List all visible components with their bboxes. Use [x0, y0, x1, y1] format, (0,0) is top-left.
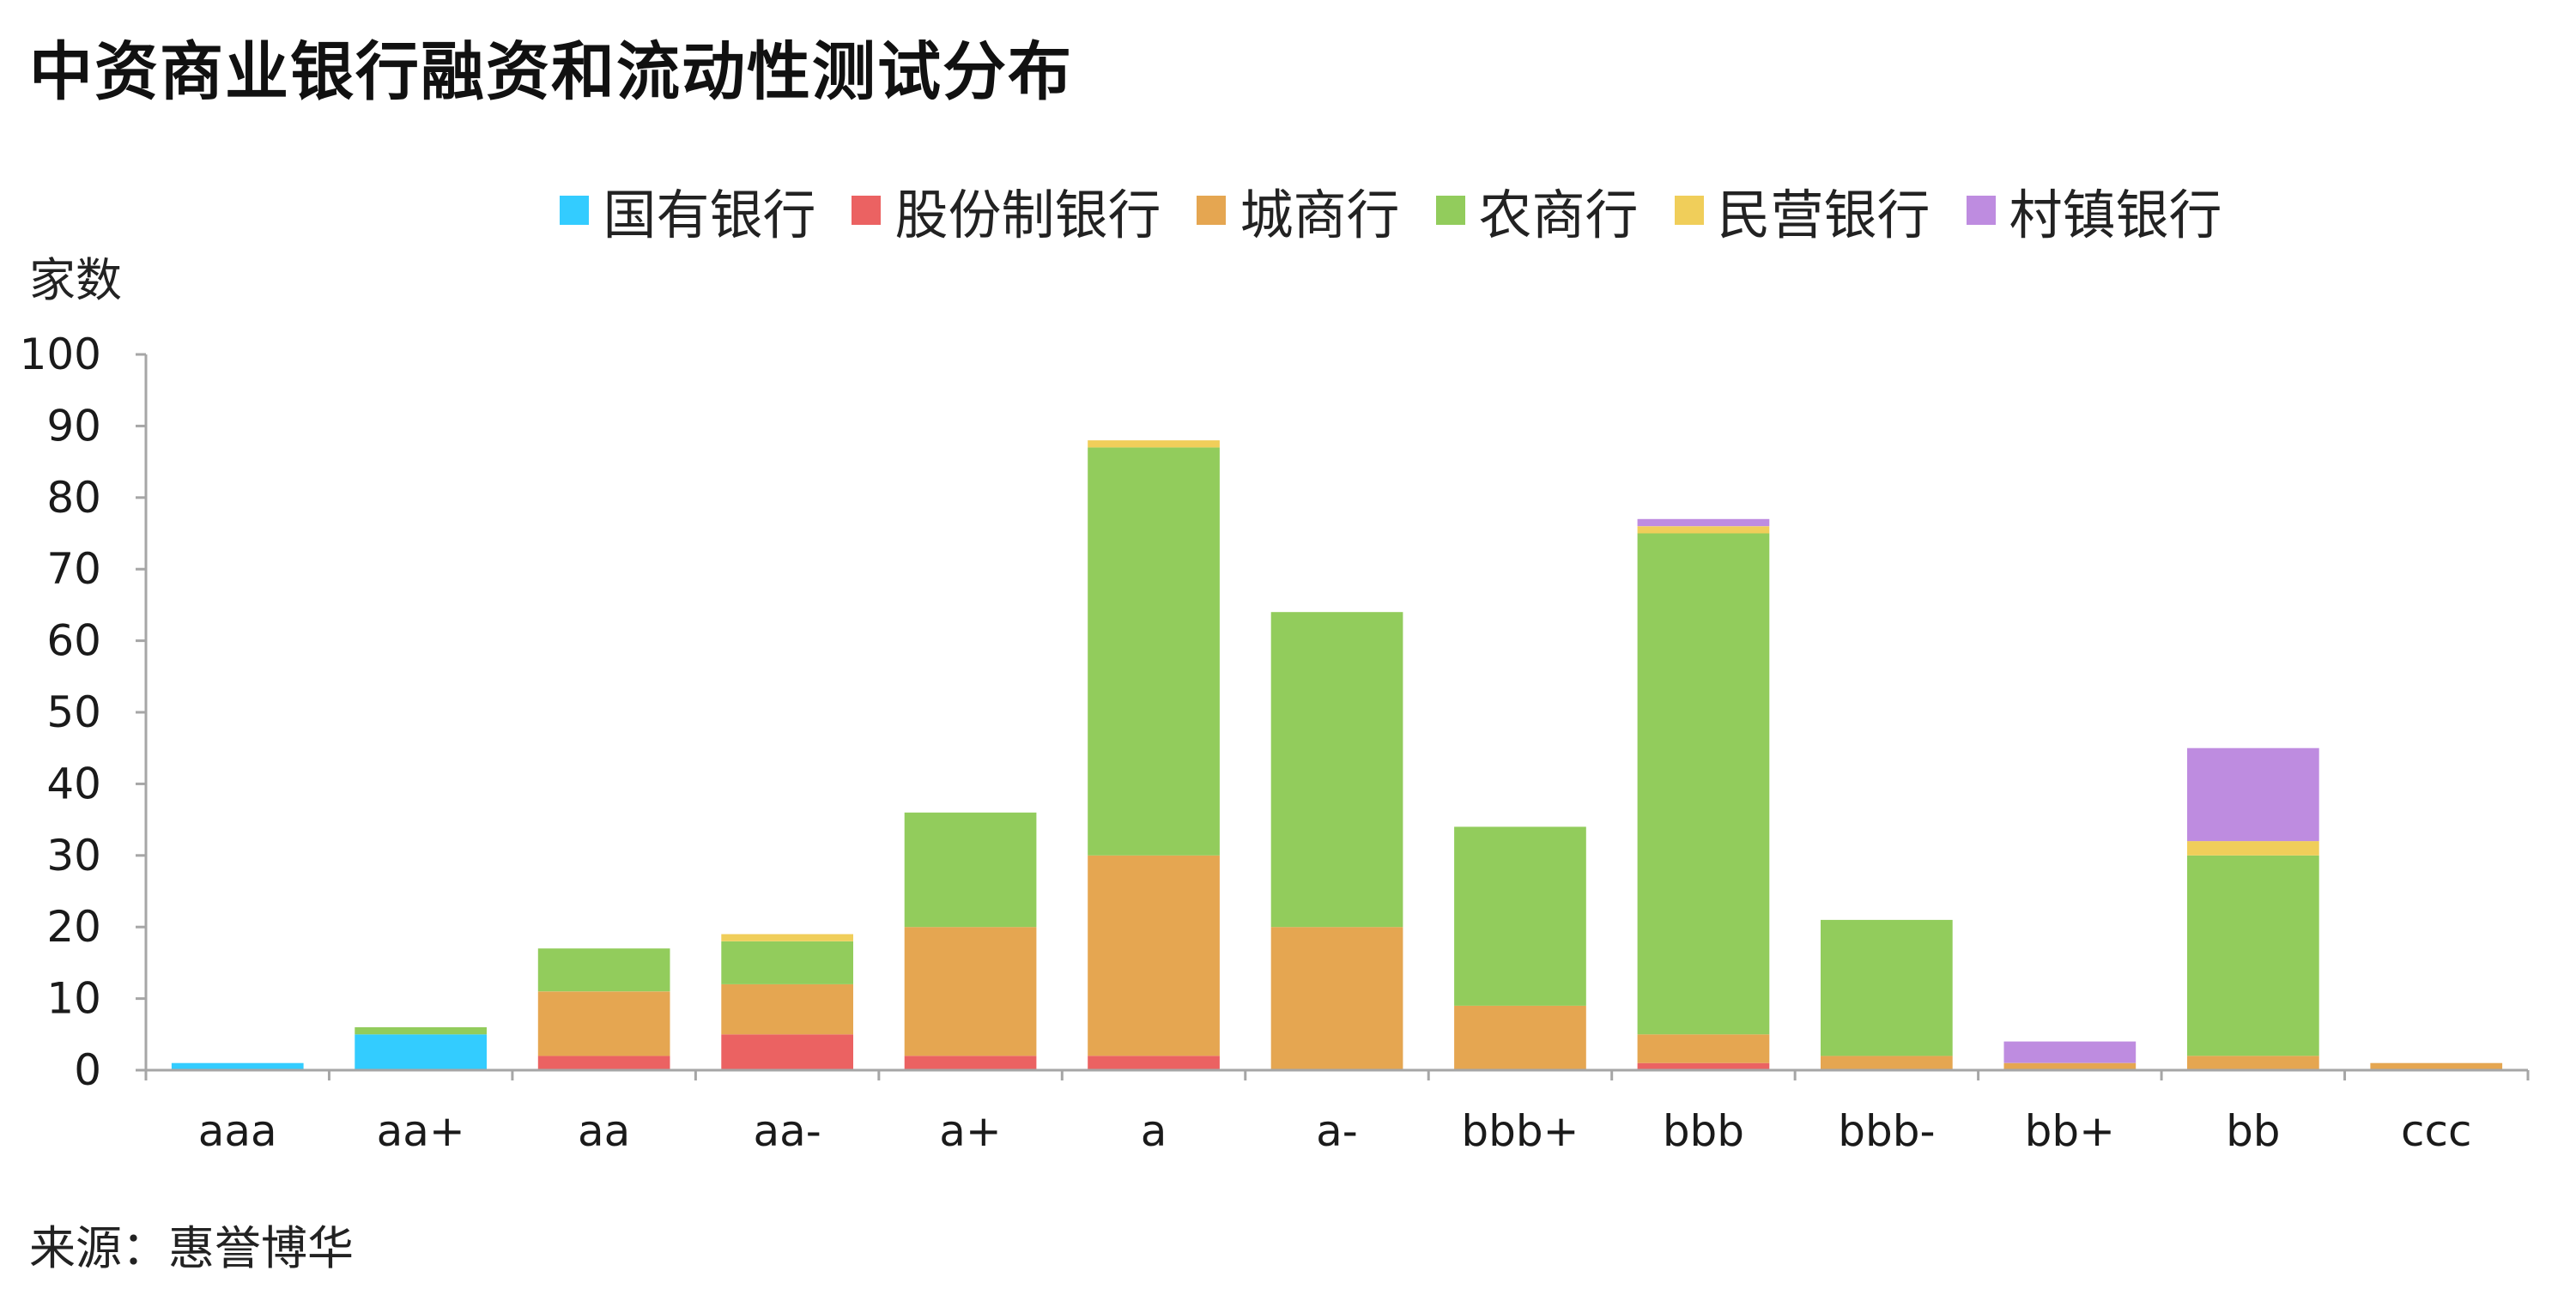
y-tick-label: 90: [46, 401, 101, 451]
bar-segment-a+-series-3: [904, 927, 1037, 1056]
y-tick-label: 30: [46, 831, 101, 881]
legend-label: 村镇银行: [2009, 184, 2222, 246]
x-tick-label-bbb-: bbb-: [1838, 1106, 1935, 1156]
x-tick-label-ccc: ccc: [2401, 1106, 2471, 1156]
y-tick-label: 80: [46, 473, 101, 523]
bar-segment-bb-series-4: [2187, 855, 2319, 1056]
bar-segment-a+-series-4: [904, 812, 1037, 928]
legend-swatch-icon: [1674, 196, 1704, 225]
bar-segment-a--series-3: [1270, 927, 1403, 1070]
y-tick-label: 40: [46, 759, 101, 808]
legend-label: 股份制银行: [894, 184, 1161, 246]
legend-item-3: 城商行: [1197, 172, 1400, 249]
bar-segment-aa-series-3: [537, 991, 670, 1056]
bar-segment-bb-series-6: [2187, 747, 2319, 842]
bar-segment-bb+-series-3: [2003, 1062, 2137, 1070]
legend-label: 国有银行: [603, 184, 816, 246]
x-tick-label-aa-: aa-: [753, 1106, 821, 1156]
bar-segment-bbb-series-2: [1637, 1062, 1770, 1070]
legend-label: 民营银行: [1717, 184, 1930, 246]
bar-segment-a-series-3: [1088, 855, 1220, 1056]
bar-segment-bb+-series-6: [2003, 1041, 2137, 1063]
legend-label: 农商行: [1478, 184, 1639, 246]
x-tick-label-bbb+: bbb+: [1461, 1106, 1579, 1156]
y-tick-label: 20: [46, 902, 101, 952]
bar-segment-aa--series-3: [721, 983, 853, 1035]
source-note: 来源：惠誉博华: [29, 1221, 354, 1275]
legend-swatch-icon: [1966, 196, 1996, 225]
x-tick-label-aa+: aa+: [377, 1106, 465, 1156]
bar-segment-bbb-series-5: [1637, 526, 1770, 534]
bar-segment-aaa-series-1: [171, 1062, 304, 1070]
legend-item-6: 村镇银行: [1966, 172, 2222, 249]
chart-legend: 国有银行 股份制银行 城商行 农商行 民营银行 村镇银行: [0, 172, 2576, 249]
x-tick-label-a+: a+: [939, 1106, 1002, 1156]
legend-swatch-icon: [1197, 196, 1227, 225]
y-tick-label: 50: [46, 687, 101, 737]
x-tick-label-bb+: bb+: [2025, 1106, 2115, 1156]
bar-segment-bb-series-5: [2187, 841, 2319, 856]
x-tick-label-bb: bb: [2226, 1106, 2280, 1156]
legend-item-2: 股份制银行: [852, 172, 1161, 249]
legend-swatch-icon: [560, 196, 590, 225]
bar-segment-bbb--series-4: [1821, 919, 1953, 1056]
bar-segment-bbb+-series-4: [1454, 826, 1586, 1006]
y-tick-label: 0: [74, 1045, 101, 1095]
x-tick-label-a: a: [1141, 1106, 1167, 1156]
y-tick-label: 60: [46, 616, 101, 666]
legend-item-1: 国有银行: [560, 172, 815, 249]
bar-segment-bbb-series-4: [1637, 533, 1770, 1035]
legend-item-4: 农商行: [1435, 172, 1639, 249]
bar-segment-bbb-series-6: [1637, 518, 1770, 527]
y-tick-label: 10: [46, 974, 101, 1024]
bar-segment-aa+-series-1: [355, 1034, 487, 1070]
bar-segment-a-series-4: [1088, 447, 1220, 856]
bar-segment-aa--series-2: [721, 1034, 853, 1070]
x-tick-label-a-: a-: [1316, 1106, 1358, 1156]
bar-segment-a--series-4: [1270, 612, 1403, 928]
legend-swatch-icon: [1435, 196, 1465, 225]
x-tick-label-aa: aa: [578, 1106, 630, 1156]
bar-segment-bbb+-series-3: [1454, 1005, 1586, 1070]
legend-label: 城商行: [1240, 184, 1400, 246]
bar-segment-a-series-5: [1088, 440, 1220, 448]
bar-segment-aa--series-5: [721, 934, 853, 941]
x-tick-label-aaa: aaa: [198, 1106, 277, 1156]
bar-segment-aa+-series-4: [355, 1027, 487, 1035]
bar-segment-a-series-2: [1088, 1056, 1220, 1070]
y-tick-label: 70: [46, 544, 101, 594]
bar-segment-a+-series-2: [904, 1056, 1037, 1070]
bar-segment-bbb--series-3: [1821, 1056, 1953, 1070]
y-tick-label: 100: [20, 330, 101, 379]
bar-segment-aa--series-4: [721, 941, 853, 984]
bar-segment-ccc-series-3: [2370, 1062, 2503, 1070]
chart-title: 中资商业银行融资和流动性测试分布: [29, 35, 1073, 109]
bar-segment-bb-series-3: [2187, 1056, 2319, 1070]
x-tick-label-bbb: bbb: [1663, 1106, 1744, 1156]
legend-item-5: 民营银行: [1674, 172, 1930, 249]
y-axis-label: 家数: [29, 253, 122, 307]
legend-swatch-icon: [852, 196, 882, 225]
bar-segment-aa-series-4: [537, 948, 670, 992]
bar-segment-bbb-series-3: [1637, 1034, 1770, 1063]
bar-segment-aa-series-2: [537, 1056, 670, 1070]
